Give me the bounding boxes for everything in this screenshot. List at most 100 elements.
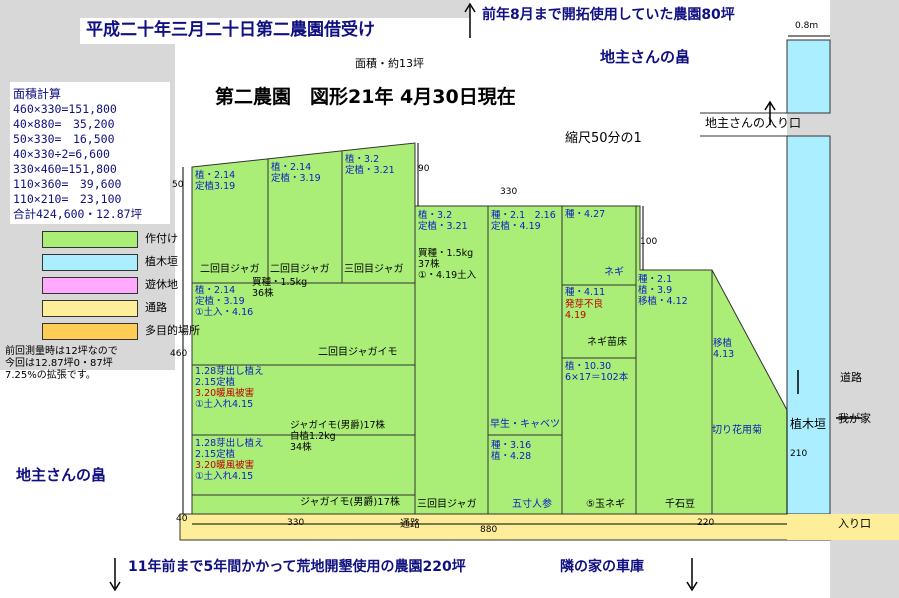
row-label-sanjaga: 三回目ジャガ <box>344 264 404 275</box>
hedge-label: 植木垣 <box>790 417 827 431</box>
plot-2-note: 植・2.14 定植・3.19 <box>271 162 321 184</box>
bottom-tamanegi-label: ⑤玉ネギ <box>586 499 625 510</box>
dim-330-bottom: 330 <box>287 518 305 528</box>
area-calc-line: 40×330÷2=6,600 <box>13 147 110 161</box>
plot-14-note: 種・3.16 植・4.28 <box>491 440 531 462</box>
plot-buy-note: 買種・1.5kg 37株 ①・4.19土入 <box>418 248 476 281</box>
plot-note-line: 買種・1.5kg <box>252 277 308 288</box>
legend-swatch-idle <box>42 277 138 294</box>
plot-6-note: 種・4.27 <box>565 209 606 220</box>
area-calc-line: 110×210= 23,100 <box>13 192 122 206</box>
landowner-entrance: 地主さんの入り口 <box>705 116 802 130</box>
left-white-area <box>0 370 180 560</box>
plot-note-line: ジャガイモ(男爵)17株 <box>290 420 386 431</box>
plot-area <box>191 142 788 515</box>
plot-note-line: 移植 <box>713 338 733 349</box>
main-title: 第二農園 図形21年 4月30日現在 <box>215 86 516 108</box>
plot-note-line: ①土入・4.16 <box>195 307 254 318</box>
area-calc-line: 110×360= 39,600 <box>13 177 122 191</box>
plot-note-line: 買種・1.5kg <box>418 248 474 259</box>
dim-210: 210 <box>790 449 808 459</box>
plot-note-line: 1.28芽出し植え <box>195 438 264 449</box>
dim-100: 100 <box>640 237 658 247</box>
row-label-nijaga-2: 二回目ジャガ <box>270 264 330 275</box>
plot-note-line: 37株 <box>418 259 440 270</box>
area-calc-line: 50×330= 16,500 <box>13 132 115 146</box>
hedge-strip-upper <box>786 39 831 114</box>
dim-220: 220 <box>697 518 715 528</box>
area-calc-line: 460×330=151,800 <box>13 102 117 116</box>
legend-label-idle: 遊休地 <box>145 278 178 291</box>
legend-swatch-planted <box>42 231 138 248</box>
plot-note-line: 種・3.16 <box>491 440 532 451</box>
plot-11-note: 移植 4.13 <box>713 338 734 360</box>
plot-8-note: 種・2.1 植・3.9 移植・4.12 <box>638 274 688 307</box>
plot-note-line: 植・2.14 <box>195 170 236 181</box>
survey-note-line: 7.25%の拡張です。 <box>5 370 96 381</box>
legend-swatch-path <box>42 300 138 317</box>
plot-note-line: 移植・4.12 <box>638 296 688 307</box>
page-title: 平成二十年三月二十日第二農園借受け <box>86 20 375 40</box>
dim-330-top: 330 <box>500 187 518 197</box>
calc-box <box>10 82 170 224</box>
plot-note-line: 4.19 <box>565 310 587 321</box>
plot-note-line: 2.15定植 <box>195 449 236 460</box>
plot-note-line: 種・2.1 2.16 <box>491 210 556 221</box>
cabbage-label: 早生・キャベツ <box>490 419 560 430</box>
plot-15-note: 1.28芽出し植え 2.15定植 3.20暖風被害 ①土入れ4.15 <box>195 438 264 482</box>
plot-note-line: ①土入れ4.15 <box>195 471 254 482</box>
plot-note-line: 3.20暖風被害 <box>195 388 255 399</box>
road-label-bottom: 通路 <box>400 519 420 530</box>
bottom-sanjaga-label: 三回目ジャガ <box>417 499 477 510</box>
kiribana-label: 切り花用菊 <box>712 425 762 436</box>
negi-label: ネギ <box>604 267 624 278</box>
plot-note-line: 定植・3.21 <box>418 221 468 232</box>
area-calc-line: 40×880= 35,200 <box>13 117 115 131</box>
legend-label-planted: 作付け <box>145 232 178 245</box>
area-calc-heading: 面積計算 <box>13 87 62 101</box>
bottom-ninjin-label: 五寸人参 <box>512 499 552 510</box>
plot-note-line: 植・2.14 <box>195 285 236 296</box>
survey-note: 前回測量時は12坪なので 今回は12.87坪0・87坪 7.25%の拡張です。 <box>5 346 118 382</box>
plot-note-line: 1.28芽出し植え <box>195 366 264 377</box>
dim-40: 40 <box>176 514 188 524</box>
plot-note-line: 植・3.2 <box>345 154 380 165</box>
dim-880: 880 <box>480 525 498 535</box>
bottom-sengoku-label: 千石豆 <box>665 499 695 510</box>
plot-7-red-note: 発芽不良 4.19 <box>565 299 603 321</box>
legend-label-multi: 多目的場所 <box>145 324 200 337</box>
plot-10-note: 植・10.30 6×17＝102本 <box>565 361 628 383</box>
bottom-jaga-label: ジャガイモ(男爵)17株 <box>300 497 401 508</box>
plot-note-line: 定植・3.21 <box>345 165 395 176</box>
plot-9-note: 植・2.14 定植・3.19 ①土入・4.16 <box>195 285 253 318</box>
plot-note-line: 植・3.2 <box>418 210 453 221</box>
plot-5-note: 種・2.1 2.16 定植・4.19 <box>491 210 556 232</box>
area-calc-line: 合計424,600・12.87坪 <box>13 207 143 221</box>
plot-1-note: 植・2.14 定植3.19 <box>195 170 235 192</box>
to-my-house-label: 我が家 <box>838 412 871 425</box>
previous-farm-note: 前年8月まで開拓使用していた農園80坪 <box>482 7 735 23</box>
plot-note-line: 2.15定植 <box>195 377 236 388</box>
plot-13-note: ジャガイモ(男爵)17株 自植1.2kg 34株 <box>290 420 385 453</box>
plot-note-line: ①・4.19土入 <box>418 270 477 281</box>
area-calc-line: 330×460=151,800 <box>13 162 117 176</box>
scale-note: 縮尺50分の1 <box>565 131 642 146</box>
dim-0.8m: 0.8m <box>795 21 819 31</box>
plot-note-line: 種・2.1 <box>638 274 673 285</box>
plot-note-line: 定植3.19 <box>195 181 236 192</box>
landowner-field-left: 地主さんの畠 <box>16 466 107 484</box>
landowner-field-top: 地主さんの畠 <box>600 48 691 66</box>
survey-note-line: 今回は12.87坪0・87坪 <box>5 358 113 369</box>
plot-note-line: ①土入れ4.15 <box>195 399 254 410</box>
nijaga-row-label: 二回目ジャガイモ <box>318 347 398 358</box>
plot-note-line: 6×17＝102本 <box>565 372 629 383</box>
dim-460: 460 <box>170 349 188 359</box>
negi-nae-label: ネギ苗床 <box>587 337 627 348</box>
plot-note-line: 発芽不良 <box>565 299 604 310</box>
top-white-band <box>470 0 830 40</box>
dim-50: 50 <box>172 180 184 190</box>
plot-note-line: 定植・3.19 <box>195 296 245 307</box>
title-box <box>80 18 470 44</box>
